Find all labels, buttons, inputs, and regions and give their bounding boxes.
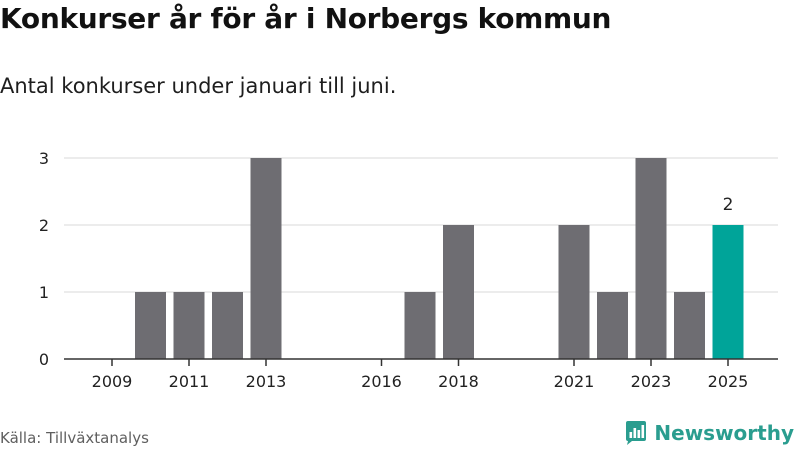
bar-2025[interactable] <box>712 225 744 359</box>
bar-chart: 0 1 2 3 2009 2011 2013 2016 2018 2021 2023 2025 2 <box>39 149 778 391</box>
bar-2024[interactable] <box>674 292 705 359</box>
bar-2023[interactable] <box>635 158 667 359</box>
y-tick-label: 2 <box>39 216 49 235</box>
source-note: Källa: Tillväxtanalys <box>0 429 149 447</box>
bar-2022[interactable] <box>597 292 628 359</box>
data-label: 2 <box>723 195 734 215</box>
y-tick-label: 3 <box>39 149 49 168</box>
bar-2013[interactable] <box>250 158 282 359</box>
bar-2021[interactable] <box>558 225 590 359</box>
chart-title: Konkurser år för år i Norbergs kommun <box>0 2 612 35</box>
bar-2018[interactable] <box>443 225 474 359</box>
bar-2010[interactable] <box>135 292 166 359</box>
x-tick-label: 2013 <box>246 372 287 391</box>
newsworthy-logo-icon <box>626 421 647 445</box>
data-labels: 2 <box>723 195 734 215</box>
x-tick-label: 2009 <box>92 372 133 391</box>
bar-2017[interactable] <box>404 292 436 359</box>
x-tick-label: 2011 <box>169 372 210 391</box>
x-tick-label: 2018 <box>438 372 479 391</box>
x-axis: 2009 2011 2013 2016 2018 2021 2023 2025 <box>64 358 778 391</box>
x-tick-label: 2023 <box>631 372 672 391</box>
chart-subtitle: Antal konkurser under januari till juni. <box>0 74 397 98</box>
y-tick-label: 1 <box>39 283 49 302</box>
x-tick-label: 2021 <box>554 372 595 391</box>
bar-2011[interactable] <box>173 292 205 359</box>
y-tick-label: 0 <box>39 350 49 369</box>
newsworthy-brand[interactable]: Newsworthy <box>624 420 794 446</box>
x-tick-label: 2025 <box>708 372 749 391</box>
bar-2012[interactable] <box>212 292 243 359</box>
x-tick-label: 2016 <box>361 372 402 391</box>
bars <box>135 158 744 359</box>
brand-name: Newsworthy <box>654 421 794 445</box>
